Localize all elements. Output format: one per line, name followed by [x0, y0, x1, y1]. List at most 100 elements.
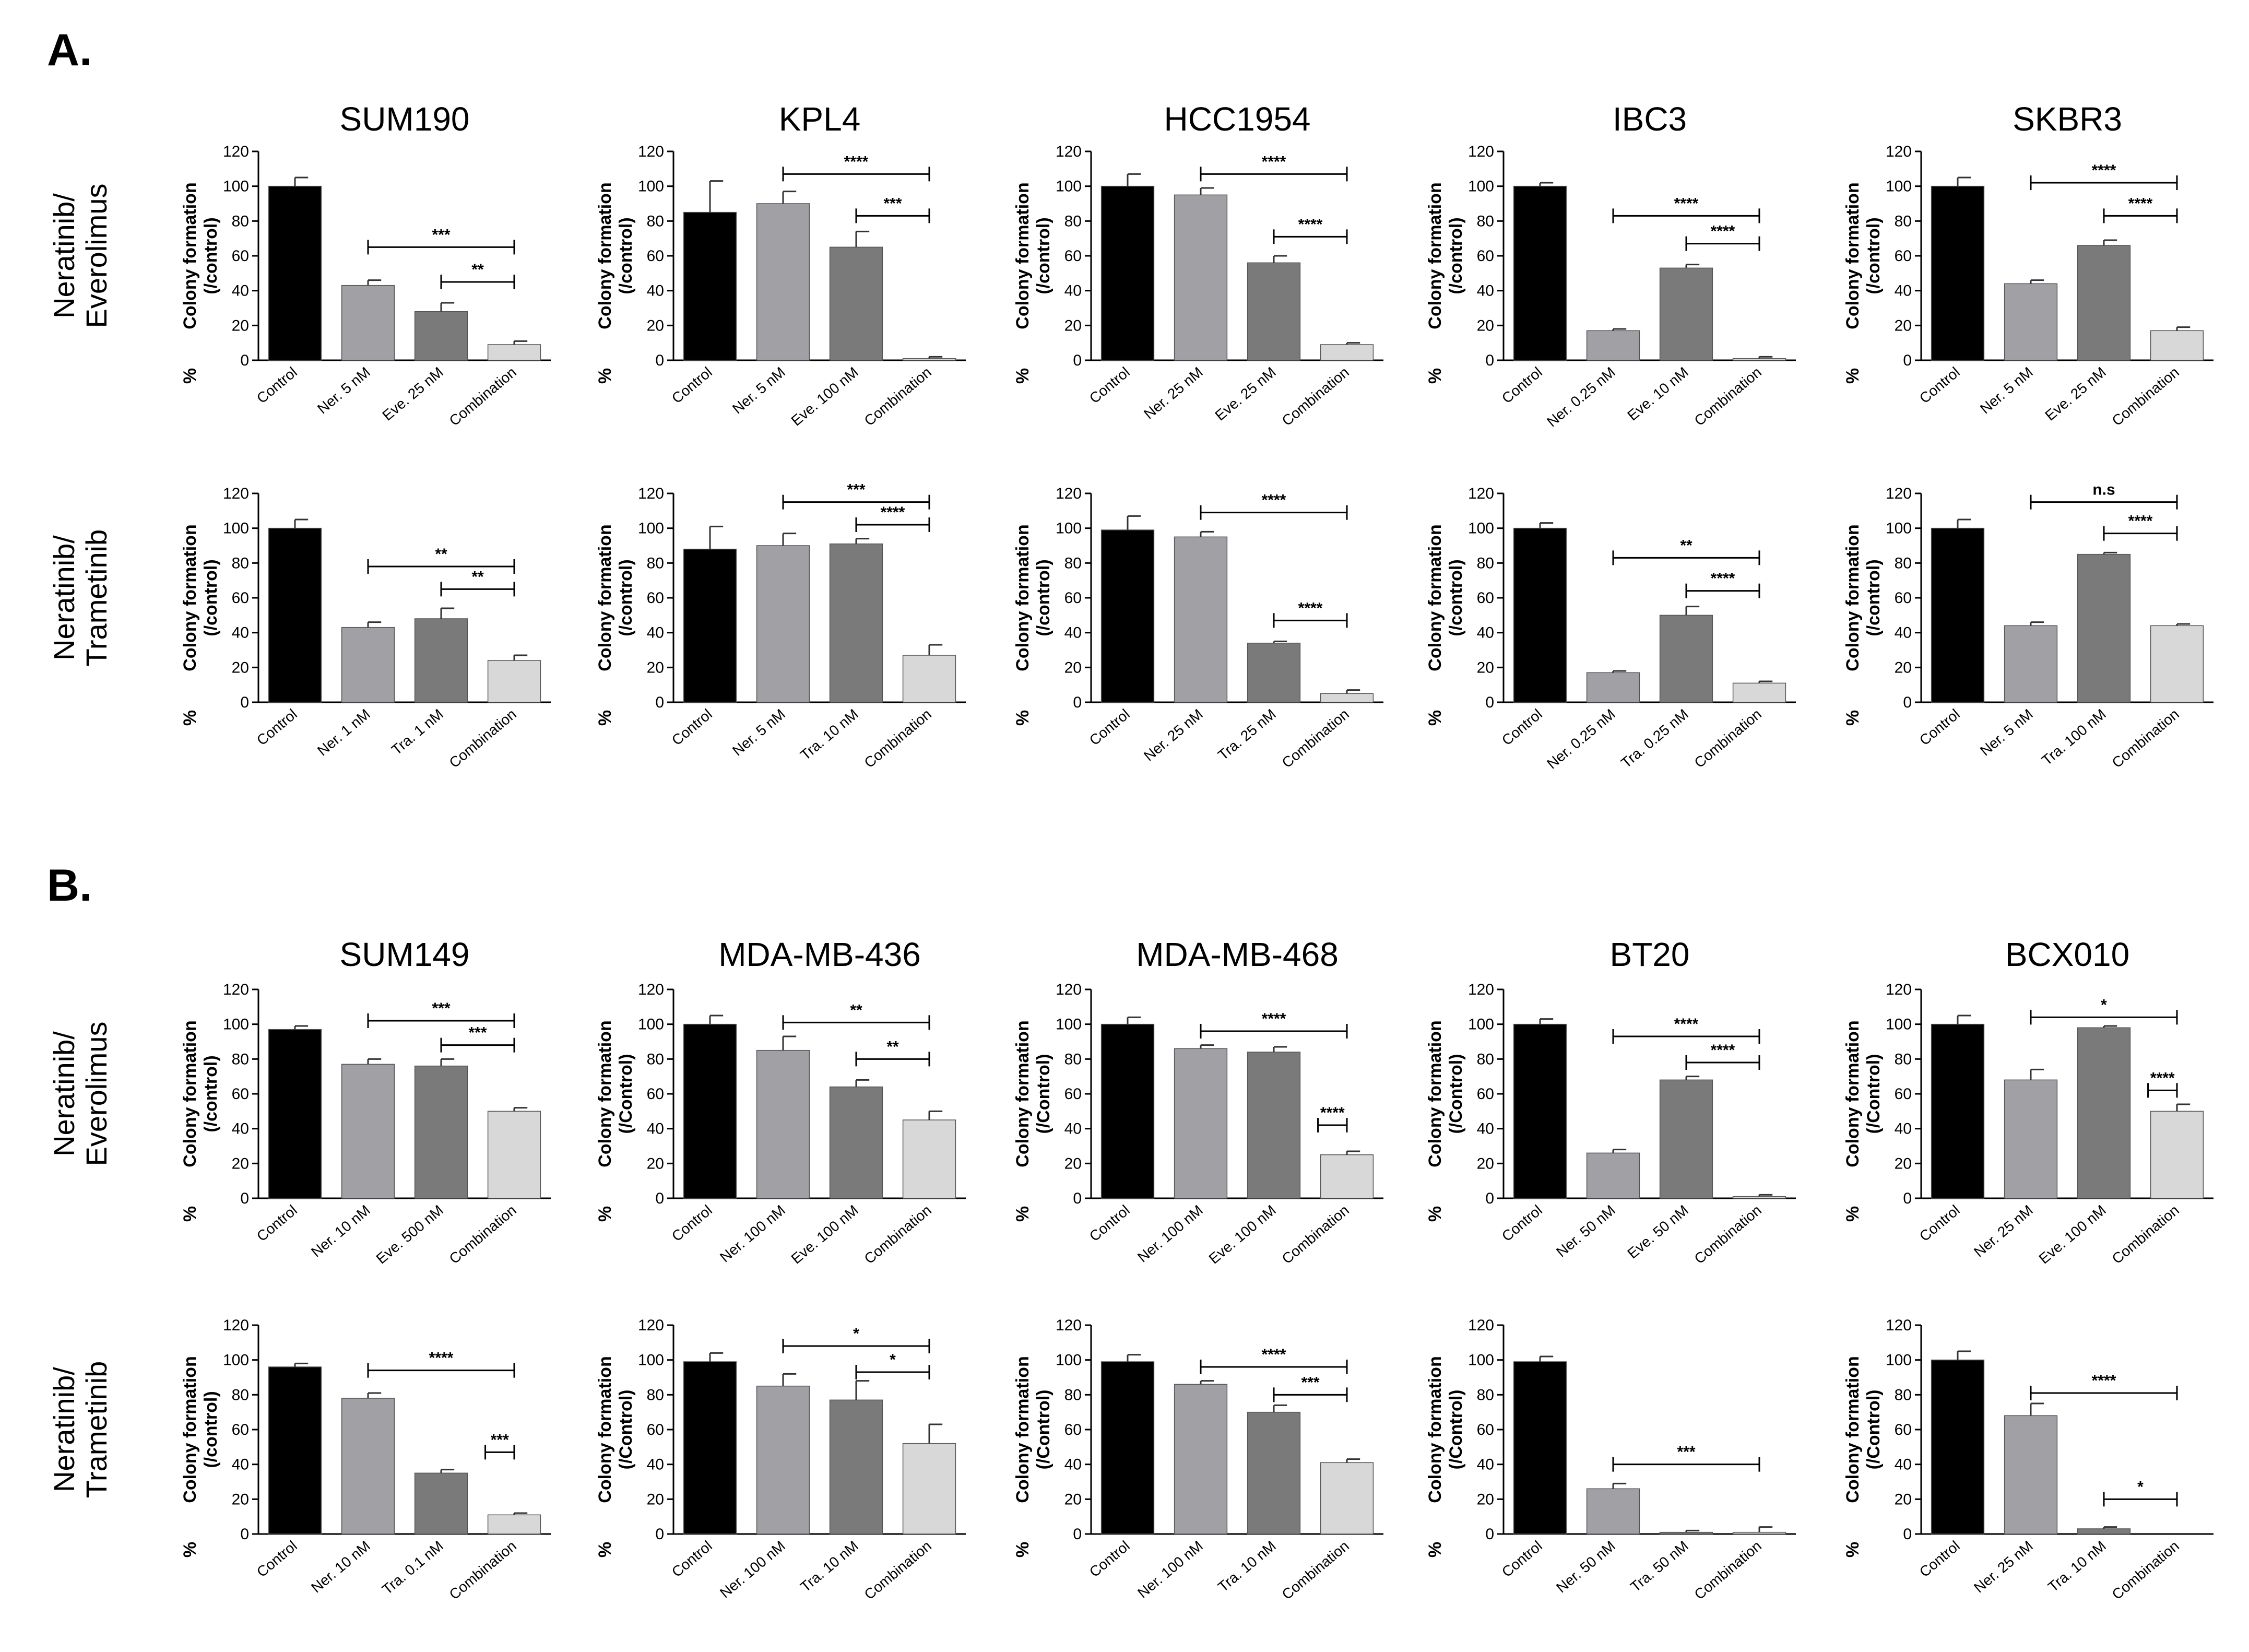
- bar: [1100, 1023, 1155, 1199]
- y-tick-label: 40: [1477, 282, 1494, 300]
- y-tick-label: 40: [1477, 624, 1494, 642]
- category-label: Ner. 25 nM: [1971, 1538, 2036, 1596]
- bar: [414, 1065, 468, 1199]
- y-axis-label-line: (/control): [201, 1055, 221, 1132]
- y-axis-label-line: (/Control): [616, 1390, 636, 1470]
- y-tick-label: 120: [1468, 143, 1494, 160]
- bar: [829, 246, 883, 361]
- category-label: Ner. 100 nM: [717, 1202, 788, 1266]
- significance-label: ****: [1674, 195, 1699, 212]
- bar: [487, 344, 541, 361]
- category-label: Control: [1916, 364, 1963, 407]
- y-axis-label-prefix: %: [1843, 368, 1863, 384]
- category-label: Combination: [1691, 364, 1765, 429]
- significance-label: n.s: [2092, 481, 2115, 499]
- bar: [683, 1361, 737, 1535]
- bar: [756, 545, 810, 703]
- y-tick-label: 40: [1064, 1120, 1082, 1138]
- y-tick-label: 0: [1485, 1526, 1494, 1543]
- y-tick-label: 20: [232, 1155, 249, 1172]
- y-tick-label: 20: [1064, 1155, 1082, 1172]
- bar: [1659, 615, 1713, 703]
- bar: [2150, 625, 2204, 703]
- category-label: Control: [254, 364, 300, 407]
- bar: [1586, 330, 1640, 361]
- y-axis-label: Colony formation (/control)%: [180, 524, 221, 726]
- y-tick-label: 100: [1468, 178, 1494, 195]
- y-tick-label: 20: [1064, 1491, 1082, 1508]
- y-axis-label-prefix: %: [180, 368, 200, 384]
- y-tick-label: 80: [1895, 1051, 1912, 1068]
- bar: [268, 185, 322, 361]
- bar: [1732, 358, 1786, 361]
- y-tick-label: 40: [647, 1120, 664, 1138]
- category-label: Control: [1086, 1538, 1133, 1580]
- significance-label: ****: [2150, 1069, 2175, 1087]
- y-axis-label-line: Colony formation: [1013, 524, 1033, 671]
- y-tick-label: 60: [1477, 589, 1494, 607]
- y-axis-label-prefix: %: [1013, 1542, 1033, 1557]
- significance-label: ****: [1674, 1016, 1699, 1033]
- category-label: Tra. 0.1 nM: [379, 1538, 446, 1598]
- bar: [1586, 1152, 1640, 1199]
- bar: [2004, 1415, 2058, 1535]
- y-tick-label: 120: [1056, 1317, 1082, 1334]
- bar: [902, 1119, 956, 1199]
- y-axis-label: Colony formation (/Control)%: [1425, 1020, 1466, 1222]
- category-label: Control: [1499, 1202, 1545, 1245]
- bar: [1732, 1196, 1786, 1199]
- significance-label: ****: [429, 1350, 454, 1367]
- y-tick-label: 40: [1477, 1456, 1494, 1473]
- bar-chart: 0 20 40 60 80 100 120 Colony formation (/Control…: [1013, 981, 1383, 1267]
- y-tick-label: 60: [1895, 589, 1912, 607]
- y-tick-label: 80: [1477, 213, 1494, 230]
- significance-label: ****: [2128, 513, 2153, 530]
- y-axis-label-prefix: %: [1425, 1542, 1445, 1557]
- bar: [1732, 1531, 1786, 1535]
- row-label: Neratinib/Trametinib: [48, 1361, 113, 1498]
- y-axis-label-prefix: %: [1425, 368, 1445, 384]
- y-tick-label: 80: [647, 213, 664, 230]
- bar: [414, 618, 468, 703]
- bar-chart: 0 20 40 60 80 100 120 Colony formation (/control…: [595, 481, 966, 771]
- category-label: Ner. 5 nM: [1977, 706, 2036, 759]
- y-axis-label-line: Colony formation: [1013, 1020, 1033, 1167]
- category-label: Eve. 25 nM: [379, 364, 446, 424]
- y-tick-label: 0: [1485, 694, 1494, 711]
- category-label: Ner. 50 nM: [1553, 1202, 1618, 1260]
- y-tick-label: 120: [1056, 485, 1082, 502]
- y-tick-label: 80: [647, 1051, 664, 1068]
- significance-label: ***: [432, 1000, 450, 1017]
- significance-label: **: [1680, 537, 1692, 554]
- significance-label: *: [853, 1325, 859, 1342]
- significance-label: **: [471, 261, 484, 278]
- y-axis-label: Colony formation (/control)%: [1425, 524, 1466, 726]
- category-label: Eve. 500 nM: [373, 1202, 446, 1267]
- y-axis-label: Colony formation (/Control)%: [1843, 1020, 1884, 1222]
- y-tick-label: 120: [1886, 143, 1912, 160]
- y-tick-label: 120: [1886, 1317, 1912, 1334]
- category-label: Combination: [2109, 1538, 2182, 1603]
- category-label: Combination: [1691, 1202, 1765, 1267]
- category-label: Ner. 100 nM: [1134, 1202, 1206, 1266]
- y-axis-label-prefix: %: [1013, 710, 1033, 726]
- y-tick-label: 60: [1064, 589, 1082, 607]
- significance-label: ***: [1301, 1374, 1319, 1391]
- y-axis-label: Colony formation (/control)%: [1013, 524, 1054, 726]
- y-tick-label: 100: [223, 1016, 249, 1033]
- bar: [2077, 1027, 2131, 1199]
- y-tick-label: 40: [1477, 1120, 1494, 1138]
- y-axis-label-line: (/control): [1034, 559, 1054, 636]
- y-tick-label: 20: [647, 659, 664, 676]
- y-axis-label: Colony formation (/control)%: [180, 1020, 221, 1222]
- category-label: Control: [1086, 364, 1133, 407]
- significance-label: ****: [1262, 1346, 1286, 1363]
- y-tick-label: 20: [1895, 317, 1912, 334]
- y-axis-label-line: Colony formation: [180, 524, 200, 671]
- y-tick-label: 120: [1056, 981, 1082, 998]
- y-axis-label-line: Colony formation: [1425, 1356, 1445, 1503]
- y-axis-label: Colony formation (/control)%: [180, 1356, 221, 1557]
- bar: [487, 660, 541, 703]
- category-label: Control: [669, 1202, 715, 1245]
